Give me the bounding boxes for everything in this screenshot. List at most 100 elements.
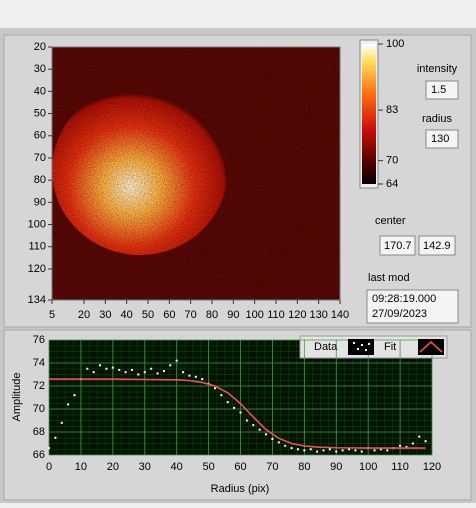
data-point [54,436,57,439]
intensity-box[interactable] [425,80,459,100]
x-tick-label: 110 [267,309,285,321]
data-point [182,371,185,374]
x-tick-label: 120 [288,309,306,321]
data-point [194,375,197,378]
data-point [379,448,382,451]
y-tick-label: 50 [34,107,46,119]
image-border [51,46,341,301]
y-axis-label: Amplitude [11,373,23,422]
y-tick-label: 70 [34,152,46,164]
radius-label: radius [422,113,452,125]
x-tick-label: 120 [423,461,441,473]
y-tick-label: 66 [33,449,45,461]
x-tick-label: 90 [330,461,342,473]
data-point [99,364,102,367]
y-tick-label: 80 [34,174,46,186]
legend-marker [357,348,359,350]
data-point [137,373,140,376]
data-point [277,441,280,444]
legend-marker [353,342,355,344]
data-point [169,364,172,367]
data-point [245,419,248,422]
data-point [348,448,351,451]
y-tick-label: 100 [28,218,46,230]
colorbar-tick-label: 70 [386,155,398,167]
y-tick-label: 68 [33,426,45,438]
data-point [424,440,427,443]
data-point [322,449,325,452]
data-point [92,371,95,374]
data-point [150,367,153,370]
data-point [252,424,255,427]
colorbar-tick-label: 100 [386,38,404,50]
x-tick-label: 0 [46,461,52,473]
center-y-box[interactable] [418,235,456,256]
data-point [111,366,114,369]
data-point [335,450,338,453]
data-point [341,449,344,452]
image-noise [52,47,340,300]
data-point [213,387,216,390]
center-x-value: 170.7 [384,240,412,252]
data-point [265,433,268,436]
x-tick-label: 50 [202,461,214,473]
x-tick-label: 70 [185,309,197,321]
x-tick-label: 70 [266,461,278,473]
legend-marker [365,349,367,351]
radius-box[interactable] [425,129,459,149]
y-tick-label: 90 [34,196,46,208]
x-tick-label: 20 [78,309,90,321]
x-tick-label: 30 [139,461,151,473]
colorbar [362,44,376,184]
legend-marker [368,343,370,345]
data-point [226,401,229,404]
data-point [411,442,414,445]
center-y-value: 142.9 [423,240,451,252]
data-point [220,394,223,397]
y-tick-label: 40 [34,85,46,97]
data-point [60,421,63,424]
y-tick-label: 134 [28,294,46,306]
data-point [258,428,261,431]
data-point [296,448,299,451]
data-point [143,371,146,374]
y-tick-label: 74 [33,357,45,369]
legend-label: Data [314,341,338,353]
colorbar-tick-label: 64 [386,178,398,190]
data-point [201,378,204,381]
y-tick-label: 120 [28,263,46,275]
data-point [309,448,312,451]
x-tick-label: 80 [298,461,310,473]
data-point [373,449,376,452]
x-tick-label: 30 [99,309,111,321]
x-tick-label: 130 [309,309,327,321]
intensity-label: intensity [417,63,458,75]
data-point [162,370,165,373]
x-tick-label: 60 [234,461,246,473]
y-tick-label: 110 [28,241,46,253]
center-x-box[interactable] [379,235,416,256]
data-point [290,447,293,450]
data-point [271,437,274,440]
center-label: center [375,215,406,227]
data-point [48,447,50,450]
data-point [399,444,402,447]
last-mod-box [366,289,459,324]
data-point [239,411,242,414]
y-tick-label: 70 [33,403,45,415]
last-mod-label: last mod [368,272,410,284]
intensity-value: 1.5 [431,84,446,96]
data-point [118,368,121,371]
data-point [354,449,357,452]
data-point [105,367,108,370]
radius-value: 130 [431,133,449,145]
x-tick-label: 100 [245,309,263,321]
last-mod-time: 09:28:19.000 [372,293,436,305]
legend-swatch-bg [418,339,444,355]
data-point [405,445,408,448]
data-point [67,403,70,406]
legend-label: Fit [384,341,396,353]
data-point [124,371,127,374]
